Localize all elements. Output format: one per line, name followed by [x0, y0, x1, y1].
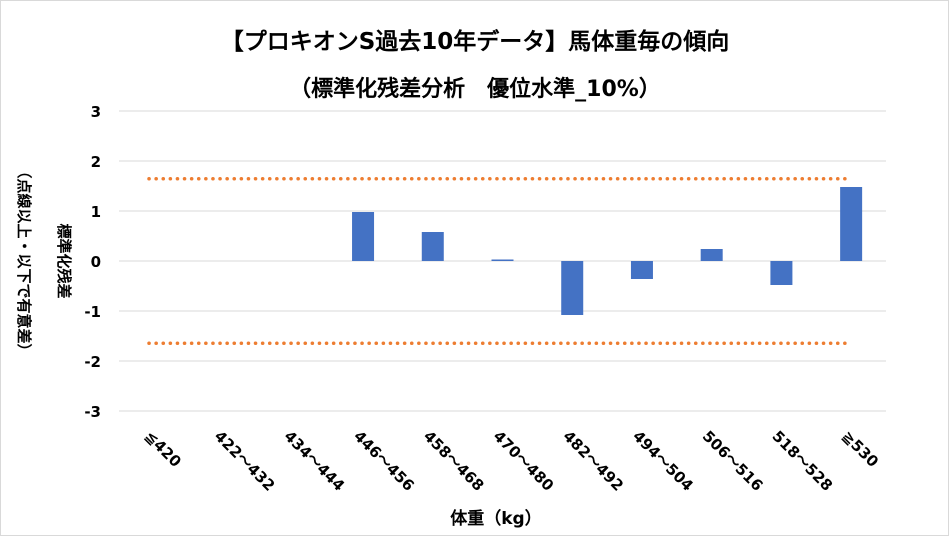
x-tick-label: 422～432 [211, 427, 279, 495]
chart-title: 【プロキオンS過去10年データ】馬体重毎の傾向 [221, 28, 730, 55]
y-tick-label: -1 [84, 303, 101, 321]
x-tick-label: ≧530 [838, 427, 882, 471]
y-axis-label: 標準化残差 [55, 223, 73, 298]
x-tick-label: 446～456 [350, 427, 418, 495]
x-axis-label: 体重（kg） [450, 508, 541, 529]
y-tick-label: 2 [91, 153, 101, 171]
y-tick-label: -2 [84, 353, 101, 371]
x-tick-label: 434～444 [280, 427, 348, 495]
bar [421, 232, 444, 261]
y-axis-note: （点線以上・以下で有意差） [15, 163, 33, 358]
y-tick-label: 1 [91, 203, 101, 221]
bar [840, 187, 863, 261]
y-tick-label: 0 [91, 253, 101, 271]
bar [352, 212, 375, 261]
bar [630, 261, 653, 279]
x-tick-label: 458～468 [420, 427, 488, 495]
x-tick-label: 470～480 [490, 427, 558, 495]
bar [770, 261, 793, 285]
bar [561, 261, 584, 315]
y-tick-label: 3 [91, 103, 101, 121]
bar [491, 259, 514, 261]
bar [700, 249, 723, 261]
x-tick-label: ≦420 [141, 427, 185, 471]
x-tick-label: 482～492 [559, 427, 627, 495]
x-tick-label: 518～528 [769, 427, 837, 495]
chart-subtitle: （標準化残差分析 優位水準_10%） [289, 76, 661, 102]
x-tick-label: 494～504 [629, 427, 697, 495]
y-tick-label: -3 [84, 403, 101, 421]
x-tick-label: 506～516 [699, 427, 767, 495]
